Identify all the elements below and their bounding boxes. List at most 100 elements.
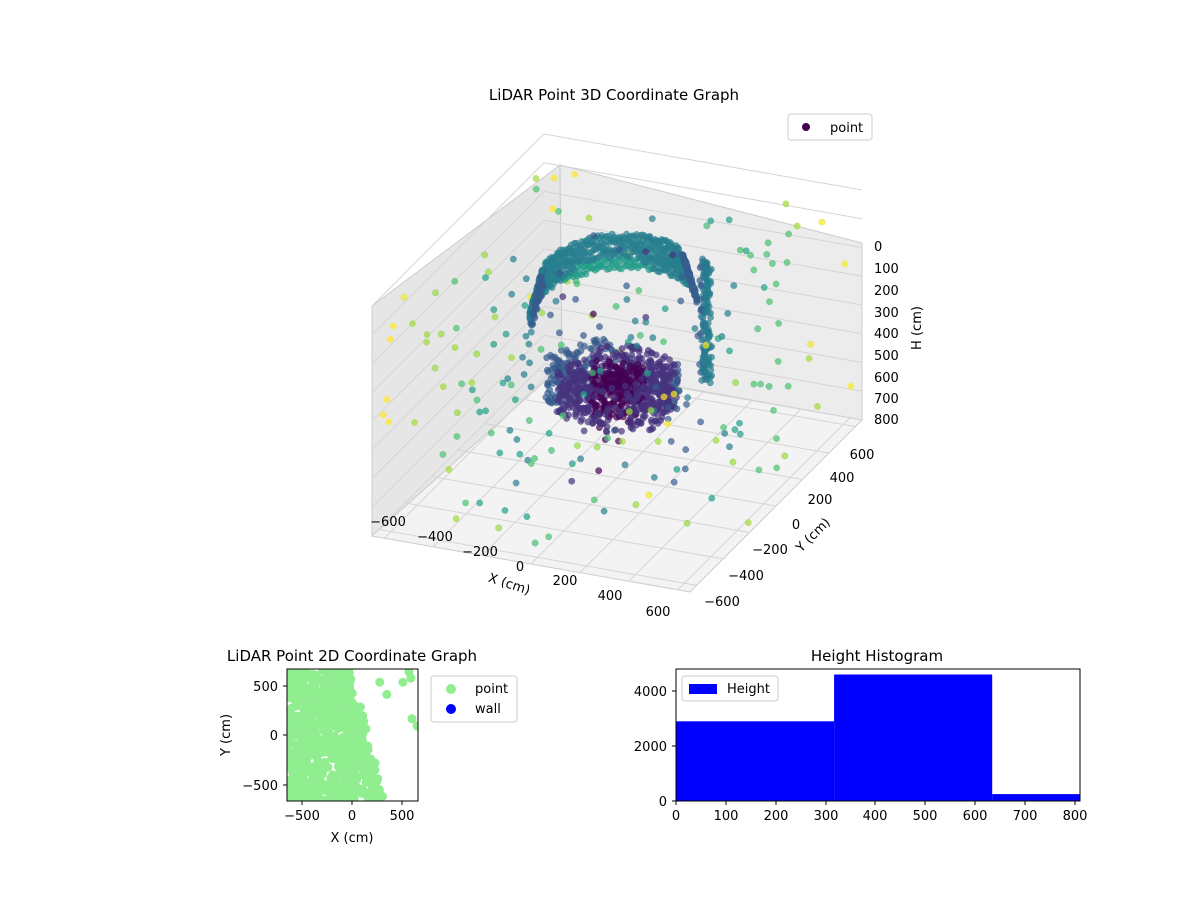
scatter3d-point (482, 274, 489, 282)
scatter3d-point (666, 356, 673, 364)
scatter2d-point (324, 705, 334, 715)
scatter3d-point (531, 455, 538, 462)
scatter3d-point (785, 230, 793, 238)
scatter3d-point (768, 260, 776, 267)
histogram-xtick: 700 (1013, 809, 1038, 824)
scatter2d-point (287, 676, 293, 686)
scatter3d-point (509, 255, 517, 263)
scatter3d-point (557, 341, 565, 349)
scatter3d-point (602, 427, 610, 435)
histogram-xtick: 200 (764, 809, 789, 824)
scatter3d-point (612, 302, 620, 310)
scatter3d-point (584, 418, 592, 426)
scatter3d-point (772, 280, 780, 288)
scatter2d-point (310, 682, 320, 692)
scatter3d-point (782, 200, 790, 208)
scatter2d-point (357, 788, 366, 798)
scatter3d-point (632, 501, 640, 509)
scatter2d-point (306, 708, 316, 718)
scatter3d-point (683, 400, 690, 408)
scatter3d-point (652, 417, 660, 425)
scatter3d-point (757, 380, 765, 388)
scatter3d-gridline (628, 408, 802, 582)
scatter3d-point (522, 275, 530, 283)
scatter3d-yticks: −600 −400 −200 0 200 400 600 (704, 448, 874, 610)
scatter3d-point (617, 411, 625, 418)
scatter3d-point (521, 302, 529, 309)
scatter3d-point (491, 313, 499, 321)
scatter2d-point (346, 687, 356, 697)
scatter3d-point (423, 338, 431, 346)
scatter3d-point (555, 329, 563, 337)
scatter2d-point (298, 672, 308, 682)
scatter3d-point (658, 364, 666, 372)
scatter3d-point (501, 506, 509, 514)
scatter3d-point (598, 419, 605, 427)
scatter3d-ytick: 200 (808, 493, 833, 508)
scatter3d-point (554, 378, 562, 386)
scatter2d-point (331, 675, 341, 685)
scatter2d-point (357, 749, 366, 759)
scatter2d-legend-label: wall (475, 702, 501, 717)
scatter3d-point (664, 420, 672, 428)
histogram-legend-swatch (689, 684, 717, 694)
histogram-bar (834, 674, 993, 801)
scatter2d-point (294, 741, 304, 751)
scatter3d-point (645, 384, 653, 392)
scatter3d-point (783, 259, 791, 266)
scatter3d-point (647, 407, 655, 414)
scatter3d-point (386, 335, 394, 343)
scatter3d-point (468, 386, 476, 394)
scatter3d-point (568, 477, 576, 485)
scatter3d-point (774, 357, 782, 365)
scatter2d-point (300, 765, 310, 775)
scatter3d-point (670, 370, 678, 378)
scatter2d-point (333, 786, 343, 796)
scatter3d-point (568, 460, 576, 468)
scatter2d-point (375, 791, 385, 801)
scatter3d-point (552, 297, 560, 305)
scatter3d-point (554, 357, 562, 365)
scatter3d-zticks: 0 100 200 300 400 500 600 700 800 (874, 240, 899, 428)
scatter3d-point (684, 394, 692, 402)
scatter3d-point (725, 216, 733, 224)
scatter3d-point (644, 369, 652, 377)
scatter3d-legend: point (787, 113, 873, 141)
scatter3d-point (645, 233, 653, 241)
scatter3d-point (618, 427, 625, 435)
scatter3d-point (720, 423, 728, 431)
scatter3d-point (580, 427, 588, 435)
scatter3d-point (599, 387, 607, 395)
scatter3d-point (655, 402, 663, 410)
scatter3d-ztick: 800 (874, 413, 899, 428)
scatter3d-point (496, 449, 504, 457)
scatter3d-point (490, 340, 498, 348)
scatter3d-ytick: −200 (752, 543, 788, 558)
scatter3d-point (619, 359, 627, 367)
scatter3d-point (481, 251, 489, 259)
scatter3d-gridline (371, 219, 545, 393)
scatter2d-point (287, 793, 295, 801)
scatter3d-point (730, 282, 738, 290)
scatter3d-ztick: 300 (874, 306, 899, 321)
scatter3d-point (707, 309, 714, 317)
scatter2d-yticks: 500 0 −500 (242, 680, 287, 794)
scatter3d-legend-box (787, 113, 873, 141)
scatter3d-point (572, 295, 580, 303)
scatter3d-gridline (371, 191, 545, 364)
scatter3d-point (451, 344, 459, 351)
scatter2d-point (359, 717, 369, 726)
scatter2d-legend-marker-wall (446, 704, 456, 714)
scatter3d-point (513, 436, 521, 443)
scatter2d-point (303, 748, 313, 758)
scatter3d-point (569, 351, 577, 359)
scatter3d-point (633, 342, 641, 350)
scatter3d-point (704, 325, 712, 333)
scatter2d-point (309, 700, 319, 709)
scatter3d-ytick: 400 (830, 471, 855, 486)
scatter3d-point (675, 387, 683, 395)
scatter3d-gridline (677, 417, 851, 591)
scatter3d-point (773, 464, 781, 472)
scatter3d-gridline (371, 363, 545, 537)
scatter3d-point (572, 410, 580, 418)
